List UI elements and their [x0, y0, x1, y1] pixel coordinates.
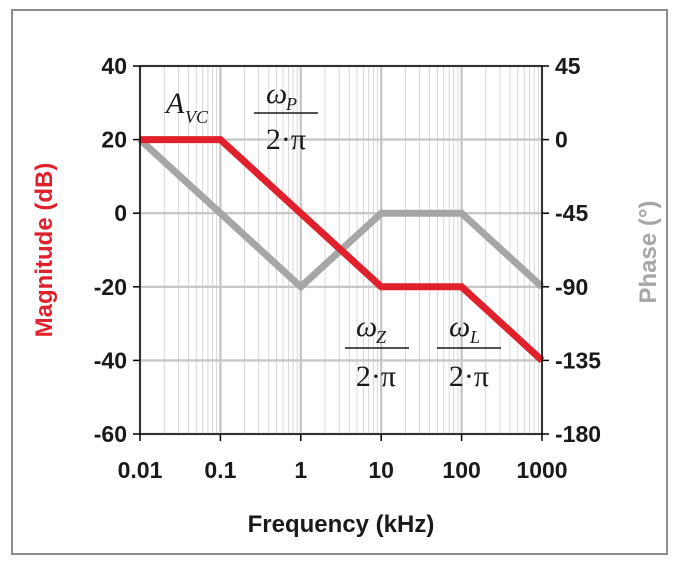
annotation-omega-z: ω Z 2·π [345, 310, 409, 393]
y2-tick-label: -180 [555, 421, 601, 447]
y-tick-label: -40 [94, 347, 127, 373]
x-tick-label: 1000 [516, 457, 567, 483]
phase-series-line [137, 137, 545, 292]
omega-z-numerator: ω [356, 310, 377, 343]
annotation-a-vc: A VC [164, 87, 209, 127]
annotation-omega-p: ω P 2·π [254, 77, 318, 156]
x-tick-label: 10 [368, 457, 394, 483]
omega-p-denominator: 2·π [266, 123, 306, 156]
x-axis-title: Frequency (kHz) [248, 511, 435, 538]
y2-tick-label: -45 [555, 200, 588, 226]
omega-l-numerator: ω [449, 310, 470, 343]
omega-z-subscript: Z [376, 327, 387, 347]
tick-labels: 40 20 0 -20 -40 -60 45 0 -45 -90 -135 -180 0.01 0.1 1 1… [94, 53, 601, 483]
omega-l-subscript: L [469, 327, 480, 347]
y2-tick-label: 0 [555, 127, 568, 153]
x-tick-label: 1 [294, 457, 307, 483]
y2-tick-label: -90 [555, 274, 588, 300]
x-tick-label: 0.1 [204, 457, 236, 483]
annotation-omega-l: ω L 2·π [437, 310, 501, 393]
x-tick-label: 100 [442, 457, 480, 483]
a-vc-main: A [164, 87, 185, 120]
y2-axis-title: Phase (°) [635, 201, 662, 304]
a-vc-subscript: VC [185, 107, 209, 127]
axis-layer [133, 65, 549, 441]
omega-z-denominator: 2·π [356, 360, 396, 393]
y-tick-label: 0 [114, 200, 127, 226]
omega-l-denominator: 2·π [449, 360, 489, 393]
y-tick-label: -60 [94, 421, 127, 447]
y-tick-label: 20 [101, 127, 127, 153]
y-axis-title: Magnitude (dB) [31, 163, 58, 338]
magnitude-series-line [140, 136, 545, 363]
x-tick-label: 0.01 [118, 457, 163, 483]
y2-tick-label: 45 [555, 53, 581, 79]
plot-area-border [139, 65, 543, 435]
omega-p-numerator: ω [266, 77, 287, 110]
omega-p-subscript: P [285, 94, 297, 114]
y-tick-label: 40 [101, 53, 127, 79]
series-layer [137, 136, 545, 363]
y-tick-label: -20 [94, 274, 127, 300]
y2-tick-label: -135 [555, 347, 601, 373]
